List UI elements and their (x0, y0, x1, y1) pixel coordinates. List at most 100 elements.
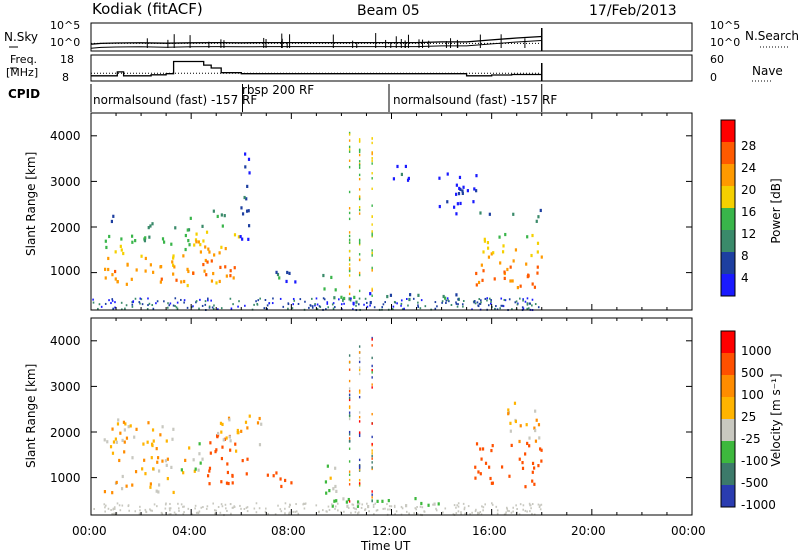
velocity-cell (530, 507, 532, 510)
velocity-cell (302, 503, 304, 506)
velocity-cell (221, 505, 224, 508)
power-cell (111, 273, 114, 277)
velocity-colorbar-swatch (721, 331, 735, 354)
power-cell (348, 258, 351, 262)
power-cell (259, 297, 261, 300)
power-cell (396, 164, 399, 169)
power-cell (502, 244, 505, 248)
power-cell (245, 209, 249, 213)
power-cell (244, 304, 246, 307)
velocity-cell (346, 504, 349, 508)
power-cell (146, 308, 149, 311)
velocity-cell (226, 462, 229, 466)
velocity-cell (521, 466, 525, 470)
power-cell (400, 304, 402, 307)
power-cell (521, 306, 524, 309)
velocity-cell (358, 372, 361, 376)
xtick: 16:00 (472, 524, 507, 538)
velocity-cell (533, 466, 536, 470)
velocity-cell (537, 464, 540, 468)
power-cell (400, 172, 403, 177)
power-cell (232, 276, 235, 280)
velocity-cell (358, 432, 361, 436)
velocity-cell (152, 467, 155, 471)
power-cell (327, 306, 330, 309)
power-cell (188, 243, 191, 247)
velocity-cell (348, 389, 351, 393)
velocity-cell (334, 505, 337, 508)
power-cell (210, 299, 212, 302)
velocity-cell (482, 506, 485, 509)
xtick: 00:00 (72, 524, 107, 538)
velocity-cell (371, 454, 373, 458)
velocity-cell (151, 443, 154, 448)
velocity-cell (279, 508, 282, 511)
power-cell (526, 302, 529, 305)
velocity-colorbar-swatch (721, 397, 735, 420)
power-cell (190, 306, 193, 309)
velocity-cell (233, 505, 236, 508)
nsearch-label: N.Search (745, 29, 800, 43)
power-cell (215, 281, 218, 285)
velocity-cell (326, 464, 329, 468)
velocity-cell (358, 389, 361, 392)
power-cell (478, 302, 481, 305)
velocity-cell (526, 510, 528, 513)
velocity-cell (277, 504, 279, 507)
power-cell (471, 308, 473, 311)
power-cell (366, 301, 368, 304)
power-cell (487, 255, 491, 259)
power-cell (481, 278, 484, 282)
velocity-cell (248, 414, 251, 418)
power-cell (131, 303, 134, 306)
power-cell (213, 304, 215, 307)
power-cell (369, 300, 372, 305)
power-cell (506, 267, 509, 272)
velocity-cell (240, 507, 242, 510)
power-cell (475, 174, 478, 178)
velocity-cell (149, 509, 152, 512)
power-cell (453, 205, 456, 209)
velocity-cell (371, 467, 373, 471)
power-cell (195, 232, 198, 236)
nsky-series-line-2 (90, 40, 542, 49)
velocity-cell (506, 507, 508, 510)
velocity-cell (239, 504, 241, 507)
velocity-cell (413, 512, 415, 515)
power-cell (111, 298, 114, 301)
velocity-cell (371, 383, 373, 386)
velocity-cbar-tick: -100 (741, 454, 769, 468)
velocity-cell (232, 506, 235, 509)
velocity-cell (121, 438, 124, 443)
velocity-cell (415, 508, 418, 511)
power-cell (220, 307, 223, 310)
velocity-cell (104, 506, 106, 509)
velocity-cell (539, 508, 542, 511)
power-cell (499, 307, 501, 310)
velocity-cell (103, 438, 106, 442)
velocity-cell (452, 513, 455, 516)
velocity-cell (533, 482, 536, 486)
velocity-cell (457, 510, 460, 513)
power-cell (198, 307, 200, 310)
velocity-cell (371, 336, 373, 340)
power-cell (522, 307, 525, 310)
power-cell (144, 236, 147, 240)
velocity-cell (416, 512, 419, 515)
power-cell (400, 302, 403, 305)
velocity-cell (538, 506, 541, 509)
velocity-cell (478, 512, 481, 515)
velocity-cell (358, 464, 361, 468)
power-cell (358, 188, 361, 191)
power-cell (455, 192, 458, 196)
power-cell (348, 269, 351, 273)
velocity-cell (348, 447, 351, 450)
power-cell (371, 172, 373, 175)
power-cell (537, 215, 540, 219)
power-cell (316, 303, 319, 306)
velocity-ytick: 3000 (50, 380, 81, 394)
velocity-cell (113, 512, 115, 515)
power-cell (322, 273, 325, 278)
velocity-cell (477, 511, 479, 514)
velocity-cell (351, 503, 354, 506)
